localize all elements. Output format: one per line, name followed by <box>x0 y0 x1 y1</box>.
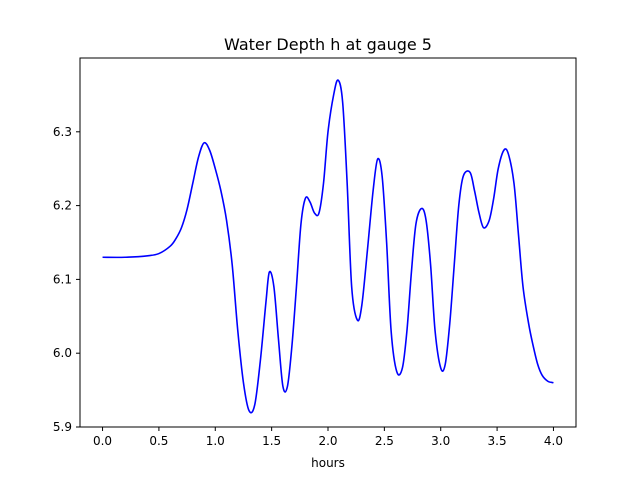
x-tick-label: 3.0 <box>431 434 450 448</box>
x-tick-label: 2.5 <box>375 434 394 448</box>
y-axis: 5.9 6.0 6.1 6.2 6.3 <box>53 125 80 434</box>
y-tick-label: 6.2 <box>53 199 72 213</box>
y-tick-label: 6.1 <box>53 272 72 286</box>
y-tick-label: 6.3 <box>53 125 72 139</box>
axes-frame <box>79 57 577 428</box>
plot-area <box>102 79 554 414</box>
x-tick-label: 4.0 <box>544 434 563 448</box>
series-line <box>102 79 554 414</box>
x-tick-label: 0.5 <box>149 434 168 448</box>
x-tick-label: 1.0 <box>206 434 225 448</box>
x-tick-label: 3.5 <box>488 434 507 448</box>
y-tick-label: 6.0 <box>53 346 72 360</box>
x-tick-label: 1.5 <box>262 434 281 448</box>
y-tick-label: 5.9 <box>53 420 72 434</box>
x-tick-label: 2.0 <box>318 434 337 448</box>
x-axis-label: hours <box>311 456 345 470</box>
chart-title: Water Depth h at gauge 5 <box>224 35 432 54</box>
x-tick-label: 0.0 <box>93 434 112 448</box>
x-axis: 0.0 0.5 1.0 1.5 2.0 2.5 3.0 3.5 4.0 <box>93 427 563 448</box>
